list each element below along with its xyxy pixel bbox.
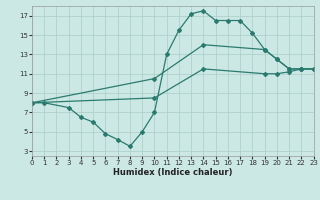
X-axis label: Humidex (Indice chaleur): Humidex (Indice chaleur) xyxy=(113,168,233,177)
